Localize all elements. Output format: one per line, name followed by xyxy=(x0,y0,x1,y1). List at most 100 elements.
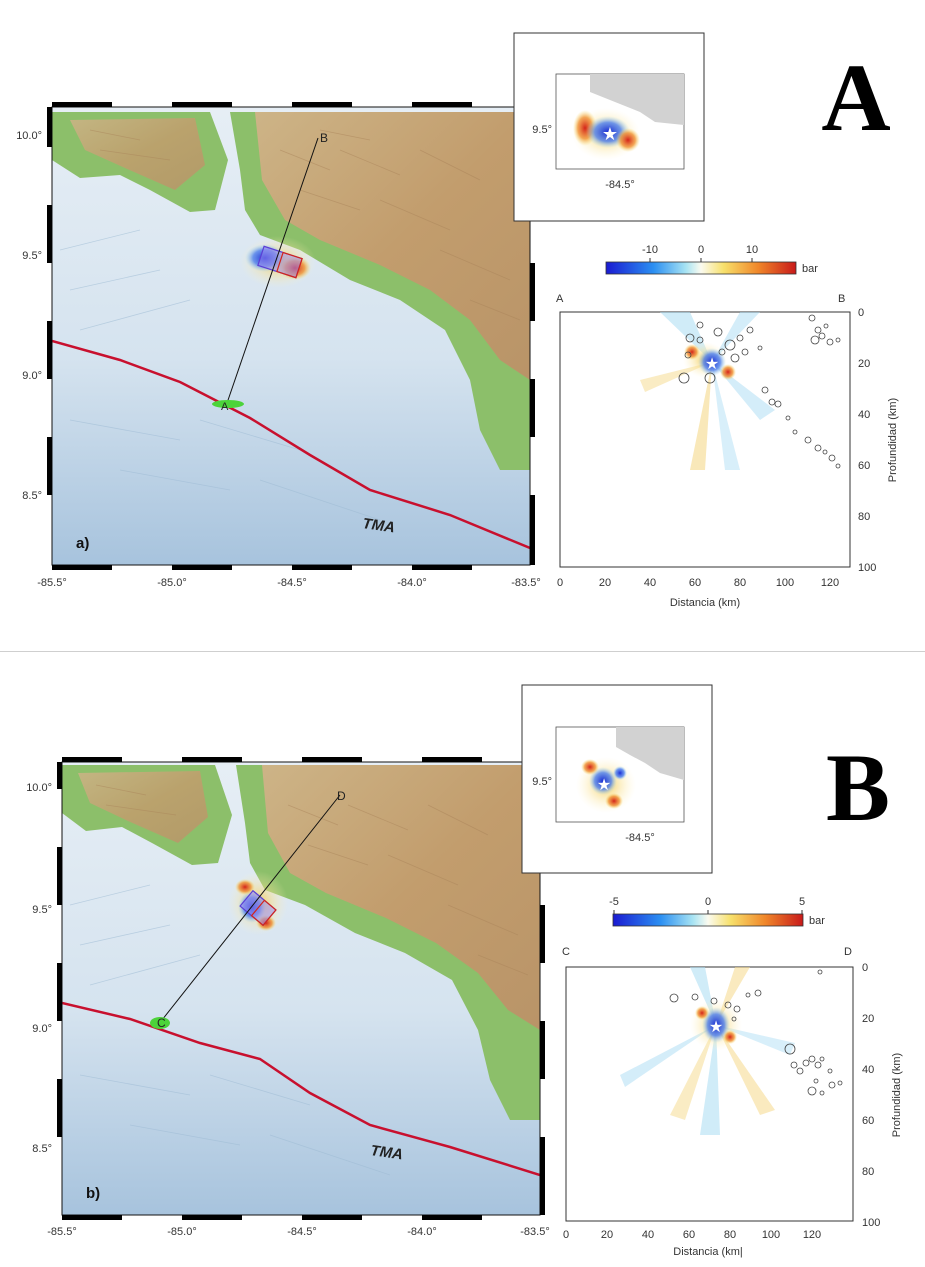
section-b-x-tick: 120 xyxy=(803,1229,821,1241)
map-b-y-tick: 8.5° xyxy=(32,1143,52,1155)
section-b-x-tick: 20 xyxy=(601,1229,613,1241)
section-a-y-tick: 0 xyxy=(858,307,864,319)
map-b-sublabel: b) xyxy=(86,1185,100,1202)
section-b-x-tick: 80 xyxy=(724,1229,736,1241)
section-a-y-tick: 80 xyxy=(858,511,870,523)
inset-b-y-tick: 9.5° xyxy=(532,776,552,788)
inset-a-y-tick: 9.5° xyxy=(532,124,552,136)
map-b-fault-plane xyxy=(239,889,277,927)
section-a-x-tick: 60 xyxy=(689,577,701,589)
section-a-y-tick: 60 xyxy=(858,460,870,472)
map-b-x-tick: -83.5° xyxy=(520,1226,549,1238)
map-b-profile-end-label: D xyxy=(337,789,346,803)
inset-a: ★ 9.5° -84.5° xyxy=(513,32,705,222)
map-b-trench-label: TMA xyxy=(369,1142,404,1163)
map-a-highlands xyxy=(255,112,530,380)
colorbar-b-bar xyxy=(612,913,804,927)
map-a-y-tick: 9.5° xyxy=(22,250,42,262)
colorbar-a-bar xyxy=(605,261,797,275)
map-b-x-tick: -84.5° xyxy=(287,1226,316,1238)
section-b-start-label: C xyxy=(562,946,570,958)
section-b-seismicity xyxy=(669,969,843,1096)
section-b-x-tick: 0 xyxy=(563,1229,569,1241)
map-b-x-tick: -85.5° xyxy=(47,1226,76,1238)
colorbar-b-tick: 0 xyxy=(705,896,711,908)
map-b-profile-line xyxy=(161,794,341,1021)
inset-a-x-tick: -84.5° xyxy=(605,179,634,191)
section-a-end-label: B xyxy=(838,293,845,305)
map-a: B A TMA a) 10.0° 9.5° 9.0° 8.5° -85.5° -… xyxy=(16,102,541,589)
section-a-seismicity xyxy=(678,314,841,469)
section-b: ★ C D 0 20 40 60 80 100 120 Distancia (k… xyxy=(562,946,903,1258)
map-a-y-tick: 8.5° xyxy=(22,490,42,502)
section-a-hypocenter-star-icon: ★ xyxy=(705,356,719,373)
inset-b-epicenter-star-icon: ★ xyxy=(597,777,611,794)
colorbar-a: -10 0 10 bar xyxy=(605,244,818,275)
panel-a-figure: B A TMA a) 10.0° 9.5° 9.0° 8.5° -85.5° -… xyxy=(16,32,899,609)
map-a-y-tick: 10.0° xyxy=(16,130,42,142)
section-b-y-tick: 100 xyxy=(862,1217,880,1229)
map-a-trench-line xyxy=(52,339,530,550)
inset-b: ★ 9.5° -84.5° xyxy=(521,684,713,874)
map-a-profile-start-marker xyxy=(212,400,244,408)
map-b-frame-ticks xyxy=(57,757,545,1220)
section-b-y-tick: 60 xyxy=(862,1115,874,1127)
map-b-profile-start-marker xyxy=(150,1017,170,1029)
colorbar-a-unit: bar xyxy=(802,263,818,275)
section-a-y-tick: 20 xyxy=(858,358,870,370)
panel-a-letter: A xyxy=(821,44,890,151)
map-a-profile-start-label: A xyxy=(221,401,229,413)
section-a: ★ A B 0 20 40 60 80 100 120 xyxy=(556,293,899,609)
section-a-x-tick: 20 xyxy=(599,577,611,589)
section-a-start-label: A xyxy=(556,293,564,305)
colorbar-b-tick: 5 xyxy=(799,896,805,908)
section-b-ylabel: Profundidad (km) xyxy=(891,1053,903,1137)
map-a-trench-label: TMA xyxy=(361,515,396,536)
map-a-x-tick: -85.0° xyxy=(157,577,186,589)
section-a-x-tick: 120 xyxy=(821,577,839,589)
map-a-x-tick: -84.5° xyxy=(277,577,306,589)
inset-a-epicenter-star-icon: ★ xyxy=(602,124,618,144)
map-b-x-tick: -84.0° xyxy=(407,1226,436,1238)
map-a-x-tick: -85.5° xyxy=(37,577,66,589)
map-b-y-tick: 10.0° xyxy=(26,782,52,794)
colorbar-a-tick: -10 xyxy=(642,244,658,256)
map-a-x-tick: -83.5° xyxy=(511,577,540,589)
map-a-profile-end-label: B xyxy=(320,131,328,145)
colorbar-a-tick: 10 xyxy=(746,244,758,256)
panel-b: D C TMA b) 10.0° 9.5° 9.0° 8.5° -85.5° -… xyxy=(0,655,925,1262)
colorbar-b-tick: -5 xyxy=(609,896,619,908)
section-b-end-label: D xyxy=(844,946,852,958)
section-a-ylabel: Profundidad (km) xyxy=(887,398,899,482)
panel-b-letter: B xyxy=(826,734,890,841)
map-b-x-tick: -85.0° xyxy=(167,1226,196,1238)
map-a-x-tick: -84.0° xyxy=(397,577,426,589)
map-b-trench-line xyxy=(62,1001,540,1177)
section-b-x-tick: 40 xyxy=(642,1229,654,1241)
colorbar-b-unit: bar xyxy=(809,915,825,927)
colorbar-b: -5 0 5 bar xyxy=(609,896,825,927)
section-b-hypocenter-star-icon: ★ xyxy=(709,1019,723,1036)
map-a-sublabel: a) xyxy=(76,535,89,552)
section-a-y-tick: 40 xyxy=(858,409,870,421)
map-a-profile-line xyxy=(225,137,319,407)
section-b-y-tick: 80 xyxy=(862,1166,874,1178)
section-b-y-tick: 40 xyxy=(862,1064,874,1076)
map-a-y-tick: 9.0° xyxy=(22,370,42,382)
section-a-y-tick: 100 xyxy=(858,562,876,574)
section-b-y-tick: 0 xyxy=(862,962,868,974)
map-b-y-tick: 9.5° xyxy=(32,904,52,916)
inset-b-x-tick: -84.5° xyxy=(625,832,654,844)
map-a-fault-plane xyxy=(257,245,303,279)
section-a-x-tick: 80 xyxy=(734,577,746,589)
section-b-xlabel: Distancia (km| xyxy=(673,1246,742,1258)
section-a-x-tick: 0 xyxy=(557,577,563,589)
panel-a: B A TMA a) 10.0° 9.5° 9.0° 8.5° -85.5° -… xyxy=(16,32,899,609)
section-b-x-tick: 100 xyxy=(762,1229,780,1241)
section-a-x-tick: 40 xyxy=(644,577,656,589)
map-b: D C TMA b) 10.0° 9.5° 9.0° 8.5° -85.5° -… xyxy=(26,757,550,1238)
panel-divider xyxy=(0,651,925,652)
section-a-xlabel: Distancia (km) xyxy=(670,597,740,609)
colorbar-a-tick: 0 xyxy=(698,244,704,256)
section-b-x-tick: 60 xyxy=(683,1229,695,1241)
